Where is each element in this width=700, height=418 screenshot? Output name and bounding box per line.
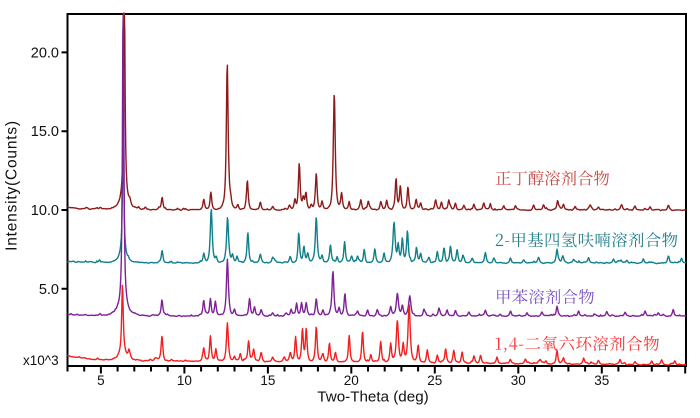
svg-text:10.0: 10.0 xyxy=(31,203,59,219)
svg-text:25: 25 xyxy=(427,373,442,388)
svg-text:35: 35 xyxy=(594,373,609,388)
svg-text:30: 30 xyxy=(511,373,526,388)
svg-text:5: 5 xyxy=(97,373,105,388)
svg-text:x10^3: x10^3 xyxy=(23,353,59,368)
svg-text:10: 10 xyxy=(177,373,192,388)
svg-text:5.0: 5.0 xyxy=(39,282,59,298)
svg-text:Intensity(Counts): Intensity(Counts) xyxy=(4,120,21,251)
svg-text:15: 15 xyxy=(260,373,275,388)
svg-text:Two-Theta (deg): Two-Theta (deg) xyxy=(317,389,428,406)
svg-text:15.0: 15.0 xyxy=(31,124,59,140)
svg-text:20.0: 20.0 xyxy=(31,45,59,61)
svg-text:20: 20 xyxy=(344,373,359,388)
